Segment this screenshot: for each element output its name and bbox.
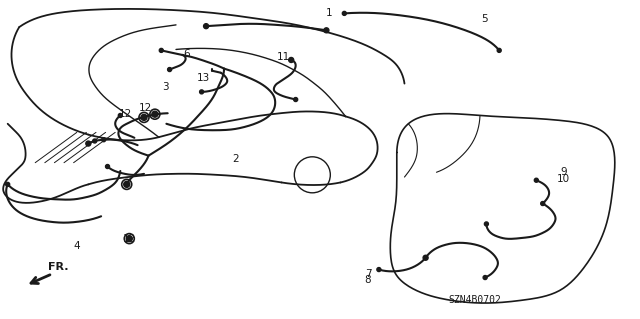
Circle shape [168,68,172,71]
Text: 2: 2 [232,154,239,164]
Circle shape [541,202,545,205]
Circle shape [6,182,10,186]
Text: 10: 10 [557,174,570,184]
Circle shape [534,178,538,182]
Text: 13: 13 [197,73,210,83]
Circle shape [423,255,428,260]
Text: 12: 12 [140,103,152,114]
Circle shape [289,57,294,63]
Text: 12: 12 [123,234,136,244]
Circle shape [124,182,130,187]
Text: 11: 11 [277,52,290,62]
Circle shape [342,11,346,15]
Circle shape [126,236,132,241]
Circle shape [497,48,501,52]
Circle shape [102,138,106,142]
Text: 12: 12 [119,109,132,119]
Circle shape [159,48,163,52]
Circle shape [377,268,381,271]
Circle shape [483,276,487,279]
Text: 5: 5 [481,13,488,24]
Text: 1: 1 [326,8,333,18]
Circle shape [324,28,329,33]
Text: 9: 9 [560,167,566,177]
Text: FR.: FR. [48,262,68,272]
Circle shape [93,139,97,143]
Circle shape [141,115,147,120]
Circle shape [86,141,91,146]
Circle shape [484,222,488,226]
Circle shape [204,24,209,29]
Text: 4: 4 [74,241,80,251]
Circle shape [118,114,122,117]
Text: 8: 8 [365,275,371,285]
Text: 3: 3 [162,82,168,92]
Text: SZN4B0702: SZN4B0702 [449,295,501,306]
Circle shape [106,165,109,168]
Circle shape [294,98,298,101]
Circle shape [152,111,158,117]
Text: 6: 6 [184,49,190,59]
Text: 7: 7 [365,269,371,279]
Circle shape [200,90,204,94]
